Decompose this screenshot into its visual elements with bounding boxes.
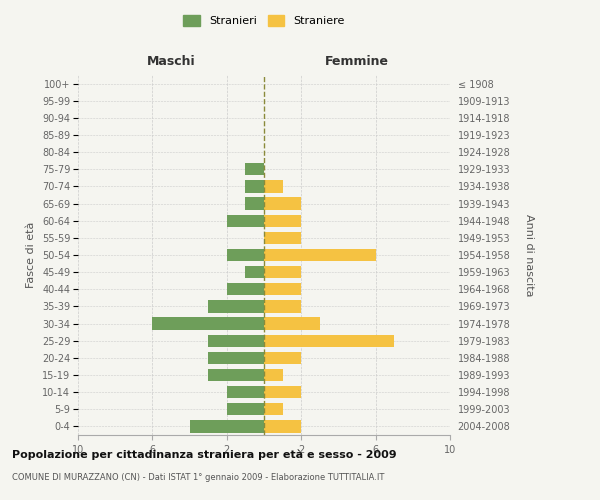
Bar	[264, 198, 301, 209]
Bar	[208, 352, 264, 364]
Bar	[264, 300, 301, 312]
Bar	[208, 300, 264, 312]
Bar	[264, 266, 301, 278]
Bar	[227, 249, 264, 261]
Bar	[264, 249, 376, 261]
Legend: Stranieri, Straniere: Stranieri, Straniere	[179, 10, 349, 30]
Bar	[264, 232, 301, 244]
Bar	[227, 214, 264, 227]
Bar	[245, 266, 264, 278]
Bar	[264, 334, 394, 347]
Bar	[227, 283, 264, 296]
Text: COMUNE DI MURAZZANO (CN) - Dati ISTAT 1° gennaio 2009 - Elaborazione TUTTITALIA.: COMUNE DI MURAZZANO (CN) - Dati ISTAT 1°…	[12, 472, 385, 482]
Bar	[245, 163, 264, 175]
Text: Maschi: Maschi	[146, 55, 196, 68]
Text: Femmine: Femmine	[325, 55, 389, 68]
Bar	[264, 318, 320, 330]
Bar	[264, 403, 283, 415]
Y-axis label: Fasce di età: Fasce di età	[26, 222, 37, 288]
Bar	[264, 369, 283, 381]
Bar	[208, 369, 264, 381]
Bar	[227, 386, 264, 398]
Bar	[152, 318, 264, 330]
Y-axis label: Anni di nascita: Anni di nascita	[524, 214, 534, 296]
Bar	[190, 420, 264, 432]
Bar	[264, 420, 301, 432]
Bar	[264, 352, 301, 364]
Bar	[227, 403, 264, 415]
Text: Popolazione per cittadinanza straniera per età e sesso - 2009: Popolazione per cittadinanza straniera p…	[12, 450, 397, 460]
Bar	[208, 334, 264, 347]
Bar	[264, 214, 301, 227]
Bar	[245, 180, 264, 192]
Bar	[264, 386, 301, 398]
Bar	[245, 198, 264, 209]
Bar	[264, 180, 283, 192]
Bar	[264, 283, 301, 296]
